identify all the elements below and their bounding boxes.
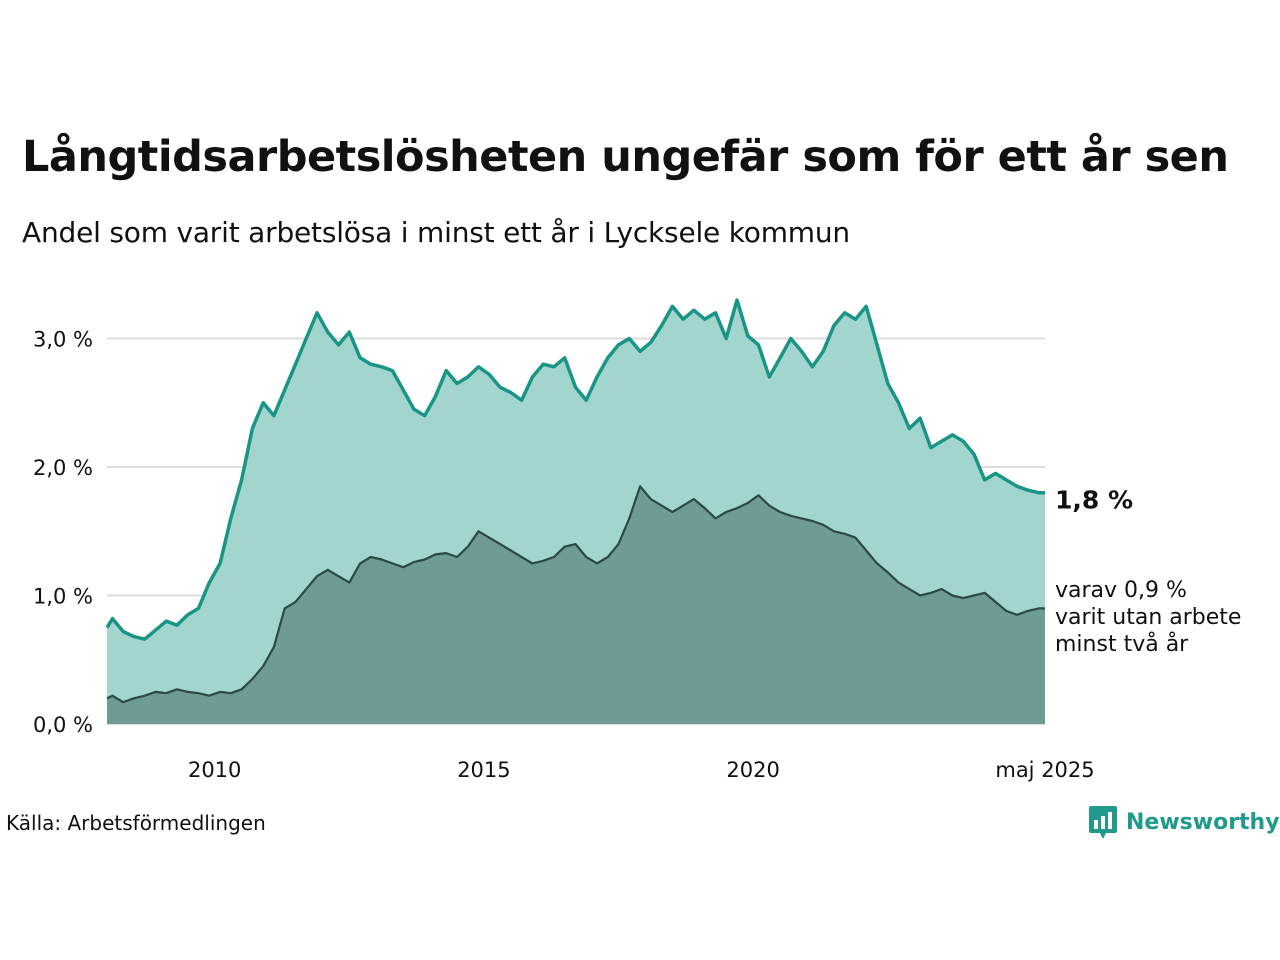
area-layer: [107, 300, 1045, 724]
end-label-secondary-line: varav 0,9 %: [1055, 578, 1187, 603]
chart-title: Långtidsarbetslösheten ungefär som för e…: [22, 132, 1229, 182]
x-tick-label: 2015: [457, 758, 510, 782]
y-tick-label: 2,0 %: [33, 456, 93, 480]
y-tick-label: 1,0 %: [33, 585, 93, 609]
series-area-minst_tva_ar: [107, 486, 1045, 724]
end-label-secondary-line: minst två år: [1055, 631, 1189, 657]
series-line-minst_ett_ar: [105, 298, 1045, 641]
x-axis-ticks: 2010 2015 2020 maj 2025: [188, 758, 1095, 782]
series-line-minst_tva_ar: [106, 485, 1045, 704]
newsworthy-logo: Newsworthy: [1088, 804, 1280, 840]
end-label-secondary-line: varit utan arbete: [1055, 605, 1241, 630]
newsworthy-logo-icon: [1089, 806, 1117, 839]
x-tick-label: 2020: [726, 758, 779, 782]
y-tick-label: 0,0 %: [33, 713, 93, 737]
area-chart: 0,0 % 1,0 % 2,0 % 3,0 % 2010 2015 2020 maj 202…: [33, 298, 1241, 782]
source-note: Källa: Arbetsförmedlingen: [6, 811, 266, 835]
x-tick-label: maj 2025: [995, 758, 1094, 782]
x-tick-label: 2010: [188, 758, 241, 782]
y-axis-ticks: 0,0 % 1,0 % 2,0 % 3,0 %: [33, 328, 93, 738]
newsworthy-logo-text: Newsworthy: [1126, 809, 1280, 835]
y-tick-label: 3,0 %: [33, 328, 93, 352]
line-layer: [105, 298, 1045, 704]
end-label-primary: 1,8 %: [1055, 486, 1133, 515]
chart-subtitle: Andel som varit arbetslösa i minst ett å…: [22, 216, 850, 249]
